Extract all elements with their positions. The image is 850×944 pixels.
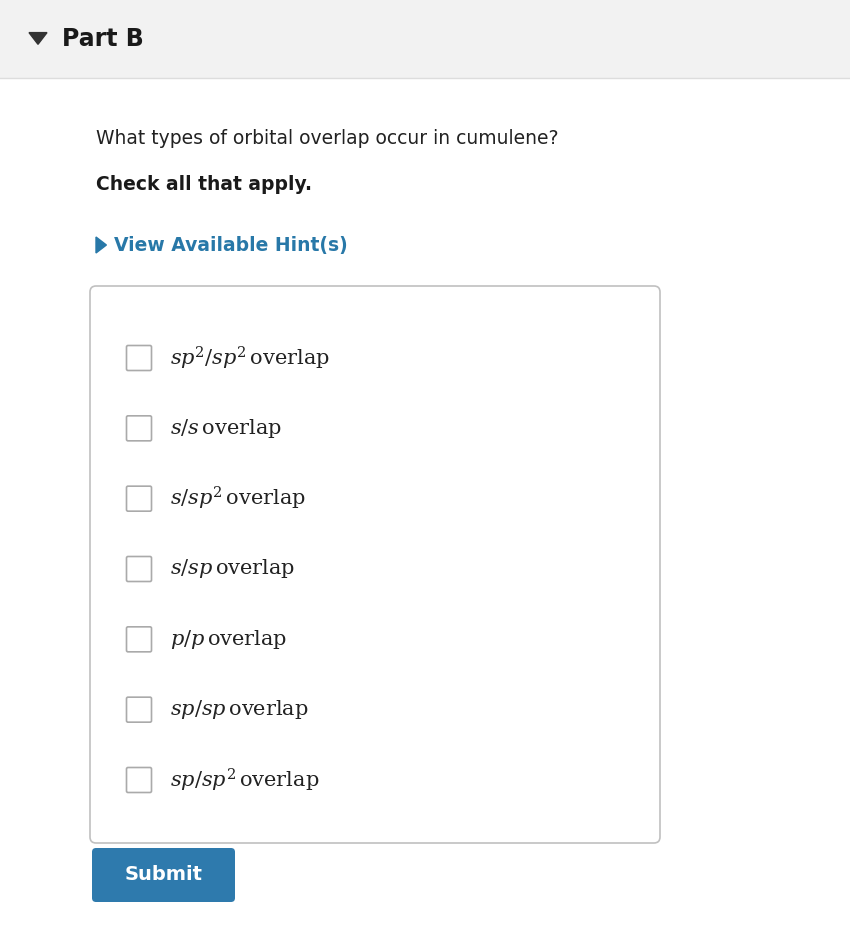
FancyBboxPatch shape	[127, 698, 151, 722]
FancyBboxPatch shape	[127, 486, 151, 511]
Text: What types of orbital overlap occur in cumulene?: What types of orbital overlap occur in c…	[96, 128, 558, 147]
Polygon shape	[29, 33, 47, 44]
Text: Submit: Submit	[124, 866, 202, 885]
FancyBboxPatch shape	[127, 416, 151, 441]
FancyBboxPatch shape	[127, 767, 151, 793]
FancyBboxPatch shape	[127, 627, 151, 652]
FancyBboxPatch shape	[90, 286, 660, 843]
Text: $\mathit{sp/sp}^2$$\,\mathrm{overlap}$: $\mathit{sp/sp}^2$$\,\mathrm{overlap}$	[170, 767, 320, 794]
Text: View Available Hint(s): View Available Hint(s)	[115, 235, 348, 255]
Text: $\mathit{p/p}$$\,\mathrm{overlap}$: $\mathit{p/p}$$\,\mathrm{overlap}$	[170, 628, 287, 650]
Bar	[0, 0, 850, 78]
Text: $\mathit{sp}^2\mathit{/sp}^2$$\,\mathrm{overlap}$: $\mathit{sp}^2\mathit{/sp}^2$$\,\mathrm{…	[170, 345, 330, 372]
FancyBboxPatch shape	[127, 557, 151, 582]
FancyBboxPatch shape	[127, 346, 151, 370]
Text: $\mathit{s/sp}^2$$\,\mathrm{overlap}$: $\mathit{s/sp}^2$$\,\mathrm{overlap}$	[170, 485, 306, 513]
Text: $\mathit{s/sp}$$\,\mathrm{overlap}$: $\mathit{s/sp}$$\,\mathrm{overlap}$	[170, 558, 295, 581]
Text: Part B: Part B	[62, 27, 144, 51]
Text: $\mathit{s/s}$$\,\mathrm{overlap}$: $\mathit{s/s}$$\,\mathrm{overlap}$	[170, 417, 282, 440]
Text: Check all that apply.: Check all that apply.	[96, 176, 312, 194]
Text: $\mathit{sp/sp}$$\,\mathrm{overlap}$: $\mathit{sp/sp}$$\,\mathrm{overlap}$	[170, 699, 309, 721]
Polygon shape	[96, 237, 106, 253]
FancyBboxPatch shape	[92, 848, 235, 902]
